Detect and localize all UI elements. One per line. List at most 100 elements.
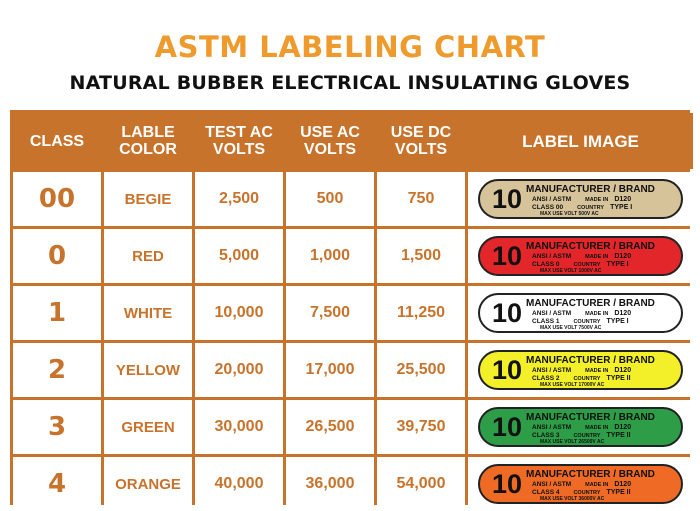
tag-size-number: 10 (492, 355, 523, 385)
tag-code: D120 (614, 367, 632, 374)
tag-max-use-volt: MAX USE VOLT 36000V AC (540, 496, 605, 502)
header-label-color: LABLE COLOR (104, 113, 192, 169)
tag-line-standard: ANSI / ASTM MADE IN D120 (532, 253, 631, 260)
class-value: 3 (13, 400, 101, 454)
tag-class: CLASS 2 (532, 375, 560, 382)
tag-manufacturer: MANUFACTURER / BRAND (526, 355, 655, 366)
tag-class: CLASS 3 (532, 432, 560, 439)
label-image-cell: 10 MANUFACTURER / BRAND ANSI / ASTM MADE IN… (468, 286, 693, 340)
tag-made-in: MADE IN (585, 425, 609, 431)
glove-label-tag: 10 MANUFACTURER / BRAND ANSI / ASTM MADE IN… (478, 179, 683, 219)
tag-size-number: 10 (492, 469, 523, 499)
label-color-value: RED (104, 229, 192, 283)
test-ac-volts-value: 5,000 (195, 229, 283, 283)
label-color-value: YELLOW (104, 343, 192, 397)
tag-type: TYPE II (606, 489, 631, 496)
tag-max-use-volt: MAX USE VOLT 17000V AC (540, 382, 605, 388)
label-color-value: ORANGE (104, 457, 192, 511)
tag-country: COUNTRY (573, 262, 601, 268)
tag-manufacturer: MANUFACTURER / BRAND (526, 184, 655, 195)
tag-country: COUNTRY (573, 376, 601, 382)
test-ac-volts-value: 2,500 (195, 172, 283, 226)
use-ac-volts-value: 500 (286, 172, 374, 226)
tag-line-class: CLASS 3 COUNTRY TYPE II (532, 432, 631, 439)
tag-country: COUNTRY (573, 319, 601, 325)
tag-size-number: 10 (492, 241, 523, 271)
class-value: 00 (13, 172, 101, 226)
tag-max-use-volt: MAX USE VOLT 500V AC (540, 211, 599, 217)
tag-line-standard: ANSI / ASTM MADE IN D120 (532, 424, 631, 431)
tag-line-class: CLASS 4 COUNTRY TYPE II (532, 489, 631, 496)
tag-line-class: CLASS 1 COUNTRY TYPE I (532, 318, 629, 325)
label-image-cell: 10 MANUFACTURER / BRAND ANSI / ASTM MADE IN… (468, 457, 693, 511)
tag-standard: ANSI / ASTM (532, 481, 572, 488)
use-ac-volts-value: 1,000 (286, 229, 374, 283)
class-value: 1 (13, 286, 101, 340)
class-value: 0 (13, 229, 101, 283)
glove-label-tag: 10 MANUFACTURER / BRAND ANSI / ASTM MADE IN… (478, 464, 683, 504)
tag-max-use-volt: MAX USE VOLT 7500V AC (540, 325, 602, 331)
tag-class: CLASS 0 (532, 261, 560, 268)
tag-type: TYPE II (606, 432, 631, 439)
tag-made-in: MADE IN (585, 311, 609, 317)
use-dc-volts-value: 1,500 (377, 229, 465, 283)
tag-max-use-volt: MAX USE VOLT 26500V AC (540, 439, 605, 445)
glove-label-tag: 10 MANUFACTURER / BRAND ANSI / ASTM MADE IN… (478, 350, 683, 390)
use-ac-volts-value: 26,500 (286, 400, 374, 454)
use-ac-volts-value: 17,000 (286, 343, 374, 397)
tag-made-in: MADE IN (585, 254, 609, 260)
class-value: 4 (13, 457, 101, 511)
tag-manufacturer: MANUFACTURER / BRAND (526, 469, 655, 480)
tag-type: TYPE I (610, 204, 633, 211)
tag-country: COUNTRY (573, 433, 601, 439)
tag-made-in: MADE IN (585, 197, 609, 203)
use-dc-volts-value: 750 (377, 172, 465, 226)
tag-max-use-volt: MAX USE VOLT 1000V AC (540, 268, 602, 274)
tag-size-number: 10 (492, 184, 523, 214)
tag-code: D120 (614, 196, 632, 203)
tag-made-in: MADE IN (585, 482, 609, 488)
glove-label-tag: 10 MANUFACTURER / BRAND ANSI / ASTM MADE IN… (478, 236, 683, 276)
header-use-ac-volts: USE AC VOLTS (286, 113, 374, 169)
chart-table: CLASS LABLE COLOR TEST AC VOLTS USE AC V… (13, 113, 693, 511)
header-use-dc-volts: USE DC VOLTS (377, 113, 465, 169)
tag-line-standard: ANSI / ASTM MADE IN D120 (532, 367, 631, 374)
tag-class: CLASS 1 (532, 318, 560, 325)
header-label-image: LABEL IMAGE (468, 113, 693, 169)
tag-manufacturer: MANUFACTURER / BRAND (526, 298, 655, 309)
class-value: 2 (13, 343, 101, 397)
tag-line-standard: ANSI / ASTM MADE IN D120 (532, 310, 631, 317)
tag-line-standard: ANSI / ASTM MADE IN D120 (532, 481, 631, 488)
tag-line-class: CLASS 2 COUNTRY TYPE II (532, 375, 631, 382)
tag-code: D120 (614, 424, 632, 431)
test-ac-volts-value: 10,000 (195, 286, 283, 340)
tag-line-class: CLASS 0 COUNTRY TYPE I (532, 261, 629, 268)
test-ac-volts-value: 30,000 (195, 400, 283, 454)
tag-manufacturer: MANUFACTURER / BRAND (526, 241, 655, 252)
tag-country: COUNTRY (577, 205, 605, 211)
tag-size-number: 10 (492, 298, 523, 328)
tag-code: D120 (614, 310, 632, 317)
label-color-value: BEGIE (104, 172, 192, 226)
label-image-cell: 10 MANUFACTURER / BRAND ANSI / ASTM MADE IN… (468, 172, 693, 226)
test-ac-volts-value: 20,000 (195, 343, 283, 397)
use-ac-volts-value: 36,000 (286, 457, 374, 511)
tag-class: CLASS 00 (532, 204, 564, 211)
tag-type: TYPE II (606, 375, 631, 382)
tag-code: D120 (614, 253, 632, 260)
label-color-value: GREEN (104, 400, 192, 454)
tag-line-class: CLASS 00 COUNTRY TYPE I (532, 204, 632, 211)
tag-class: CLASS 4 (532, 489, 560, 496)
tag-manufacturer: MANUFACTURER / BRAND (526, 412, 655, 423)
tag-type: TYPE I (606, 318, 629, 325)
tag-code: D120 (614, 481, 632, 488)
page-title: ASTM LABELING CHART (154, 30, 546, 64)
glove-label-tag: 10 MANUFACTURER / BRAND ANSI / ASTM MADE IN… (478, 293, 683, 333)
label-image-cell: 10 MANUFACTURER / BRAND ANSI / ASTM MADE IN… (468, 400, 693, 454)
tag-country: COUNTRY (573, 490, 601, 496)
use-dc-volts-value: 11,250 (377, 286, 465, 340)
label-image-cell: 10 MANUFACTURER / BRAND ANSI / ASTM MADE IN… (468, 343, 693, 397)
tag-standard: ANSI / ASTM (532, 196, 572, 203)
chart-table-frame: CLASS LABLE COLOR TEST AC VOLTS USE AC V… (10, 110, 693, 511)
tag-type: TYPE I (606, 261, 629, 268)
